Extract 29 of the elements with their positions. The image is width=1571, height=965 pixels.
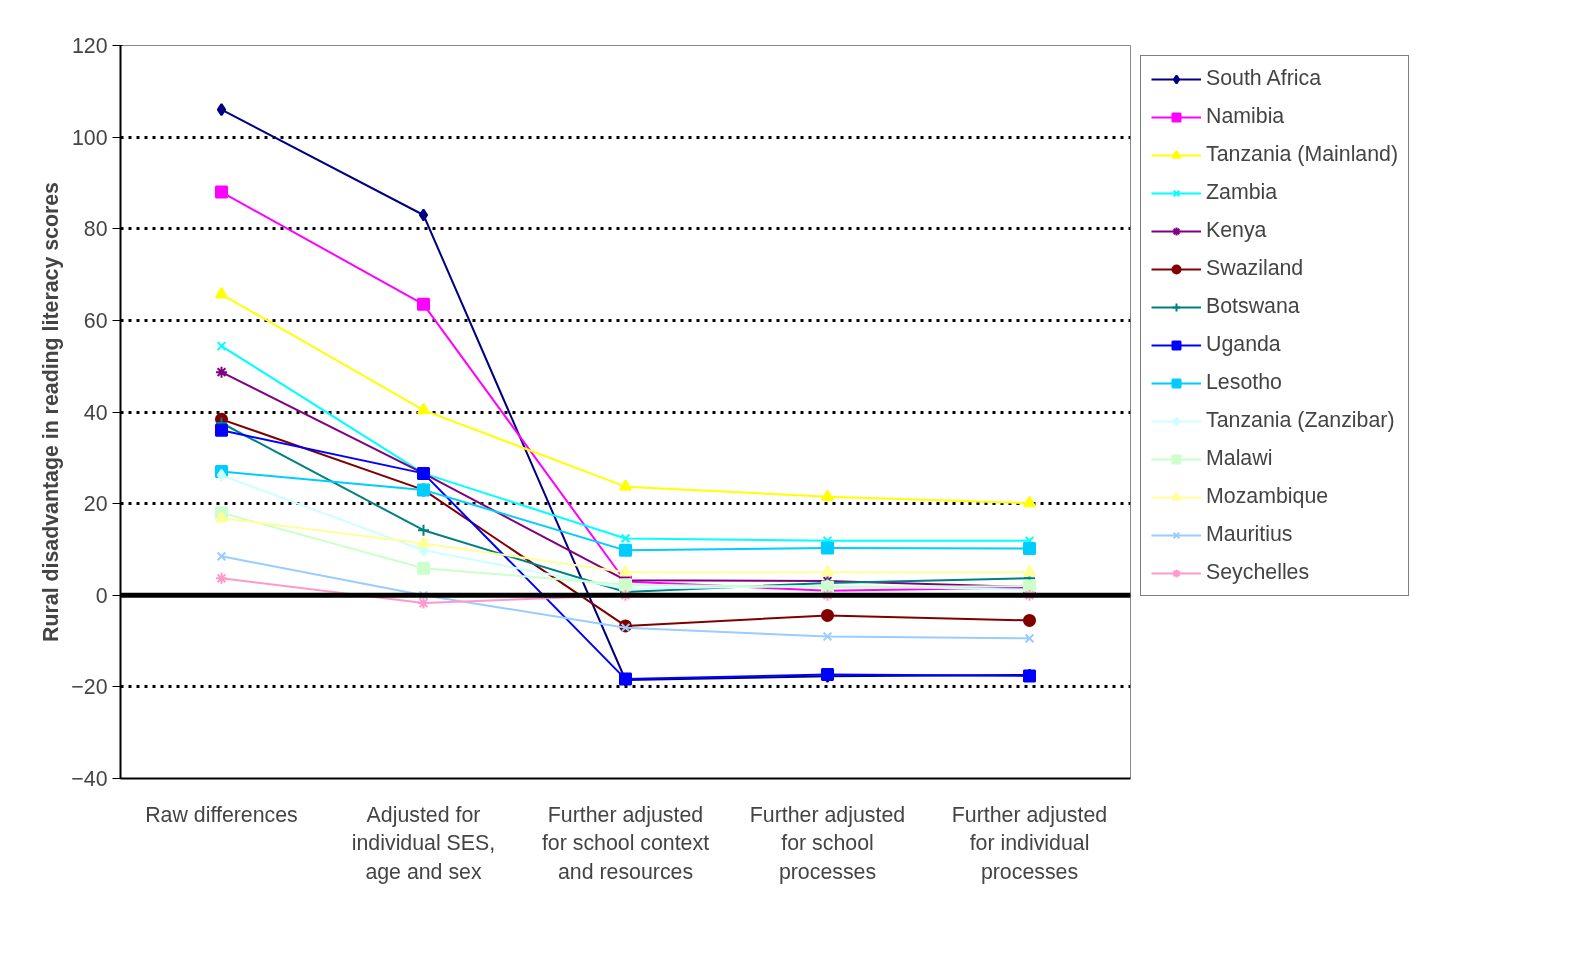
legend-label: Malawi bbox=[1206, 446, 1273, 471]
legend-label: Botswana bbox=[1206, 294, 1300, 319]
y-tick-label: 120 bbox=[71, 34, 108, 58]
legend-label: Namibia bbox=[1206, 104, 1285, 129]
legend-label: South Africa bbox=[1206, 66, 1322, 91]
legend-label: Uganda bbox=[1206, 332, 1281, 357]
y-tick-label: 0 bbox=[95, 583, 108, 608]
y-tick-label: 100 bbox=[71, 125, 108, 150]
y-tick-label: 20 bbox=[83, 492, 108, 517]
x-tick-label: Further adjusted for individual processes bbox=[951, 802, 1108, 885]
legend-label: Lesotho bbox=[1206, 370, 1282, 395]
legend-label: Tanzania (Mainland) bbox=[1206, 142, 1399, 167]
y-tick-label: 80 bbox=[83, 217, 108, 242]
y-tick-label: −40 bbox=[71, 767, 108, 791]
y-axis-title: Rural disadvantage in reading literacy scores bbox=[39, 182, 64, 642]
x-tick-label: Further adjusted for school processes bbox=[749, 802, 906, 885]
y-tick-label: 60 bbox=[83, 308, 108, 333]
x-tick-label: Further adjusted for school context and resources bbox=[541, 802, 710, 885]
legend-label: Mauritius bbox=[1206, 522, 1293, 547]
legend-label: Mozambique bbox=[1206, 484, 1329, 509]
y-tick-label: −20 bbox=[71, 675, 108, 700]
y-tick-label: 40 bbox=[83, 400, 108, 425]
x-tick-label: Raw differences bbox=[145, 802, 298, 827]
legend-label: Zambia bbox=[1206, 180, 1278, 205]
legend-label: Kenya bbox=[1206, 218, 1267, 243]
legend-label: Seychelles bbox=[1206, 560, 1310, 585]
x-tick-label: Adjusted for individual SES, age and sex bbox=[351, 802, 496, 885]
legend-label: Tanzania (Zanzibar) bbox=[1206, 408, 1395, 433]
legend-label: Swaziland bbox=[1206, 256, 1304, 281]
